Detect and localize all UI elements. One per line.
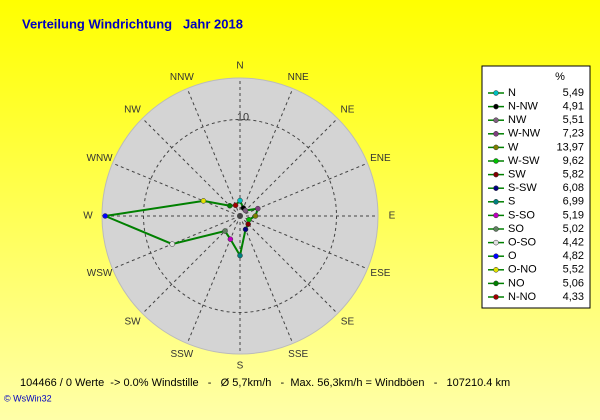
legend-value: 4,82	[563, 250, 584, 262]
legend-marker	[493, 294, 499, 300]
wind-point	[237, 252, 243, 259]
wind-point	[242, 207, 249, 214]
legend-value: 6,99	[563, 196, 584, 208]
legend-marker	[493, 144, 499, 151]
spoke	[142, 118, 241, 217]
direction-label: NNW	[170, 72, 194, 83]
r-tick-label: 10	[237, 111, 249, 123]
legend-marker	[493, 131, 499, 137]
spoke	[239, 118, 338, 217]
direction-label: E	[389, 211, 396, 222]
spoke	[142, 215, 241, 314]
direction-label: WNW	[87, 153, 114, 164]
legend-marker	[493, 226, 499, 232]
legend-marker	[493, 239, 499, 246]
wind-point	[227, 203, 233, 209]
wind-point	[102, 213, 108, 219]
legend-marker	[493, 253, 499, 259]
footer: 104466 / 0 Werte -> 0.0% Windstille - Ø …	[20, 377, 510, 389]
legend-name: SW	[508, 169, 526, 181]
spoke	[239, 215, 368, 270]
legend-marker	[493, 117, 499, 123]
legend-name: N-NO	[508, 291, 537, 303]
legend-value: 5,19	[563, 209, 584, 221]
legend-header: %	[555, 71, 565, 83]
legend-name: S-SW	[508, 182, 537, 194]
wind-point	[242, 226, 249, 233]
copyright: © WsWin32	[4, 393, 52, 403]
legend-name: S-SO	[508, 209, 535, 221]
legend-value: 4,33	[563, 291, 584, 303]
spoke	[239, 215, 338, 314]
direction-label: SW	[124, 317, 141, 328]
legend-value: 9,62	[563, 155, 584, 167]
direction-label: SSW	[170, 349, 193, 360]
legend-value: 6,08	[563, 182, 584, 194]
legend-marker	[493, 212, 499, 219]
legend-name: O-SO	[508, 237, 537, 249]
wind-point	[200, 198, 207, 204]
wind-point	[255, 205, 261, 212]
spoke	[239, 215, 294, 344]
wind-point	[237, 197, 243, 204]
spoke	[239, 162, 368, 217]
legend-value: 5,49	[563, 87, 584, 99]
legend-value: 5,02	[563, 223, 584, 235]
legend-name: NW	[508, 114, 527, 126]
legend-marker	[493, 171, 499, 178]
legend-name: SO	[508, 223, 524, 235]
legend-marker	[493, 90, 499, 96]
legend-name: S	[508, 196, 515, 208]
legend-value: 5,06	[563, 277, 584, 289]
legend-name: W-SW	[508, 155, 540, 167]
wind-point	[227, 236, 234, 242]
direction-label: SSE	[288, 349, 308, 360]
legend-marker	[493, 103, 499, 110]
legend-name: N-NW	[508, 101, 539, 113]
legend-name: N	[508, 87, 516, 99]
direction-label: NE	[341, 105, 355, 116]
direction-label: ESE	[370, 268, 390, 279]
spoke	[239, 88, 294, 217]
direction-label: WSW	[87, 268, 113, 279]
wind-point	[232, 202, 239, 209]
legend-marker	[493, 185, 499, 191]
legend-value: 4,42	[563, 237, 584, 249]
wind-point	[252, 213, 259, 219]
legend-name: W-NW	[508, 128, 541, 140]
legend-value: 13,97	[556, 141, 584, 153]
legend-marker	[493, 158, 499, 164]
legend-marker	[493, 199, 499, 205]
direction-label: ENE	[370, 153, 391, 164]
legend-value: 5,52	[563, 264, 584, 276]
legend-value: 5,82	[563, 169, 584, 181]
wind-point	[245, 221, 251, 227]
direction-label: NNE	[288, 72, 309, 83]
wind-point	[169, 241, 175, 247]
direction-label: W	[83, 211, 93, 222]
wind-point	[246, 216, 252, 223]
legend-value: 7,23	[563, 128, 584, 140]
spoke	[186, 215, 241, 344]
wind-point	[222, 228, 228, 234]
legend-name: O	[508, 250, 517, 262]
legend-name: W	[508, 141, 519, 153]
legend-value: 4,91	[563, 101, 584, 113]
legend-marker	[493, 267, 499, 273]
legend-value: 5,51	[563, 114, 584, 126]
legend-name: O-NO	[508, 264, 537, 276]
direction-label: SE	[341, 317, 355, 328]
direction-label: S	[237, 361, 244, 372]
spoke	[186, 88, 241, 217]
direction-label: NW	[124, 105, 141, 116]
legend-name: NO	[508, 277, 525, 289]
direction-label: N	[236, 61, 243, 72]
legend-marker	[493, 280, 499, 287]
chart-title: Verteilung Windrichtung Jahr 2018	[22, 16, 243, 31]
spoke	[112, 162, 241, 217]
